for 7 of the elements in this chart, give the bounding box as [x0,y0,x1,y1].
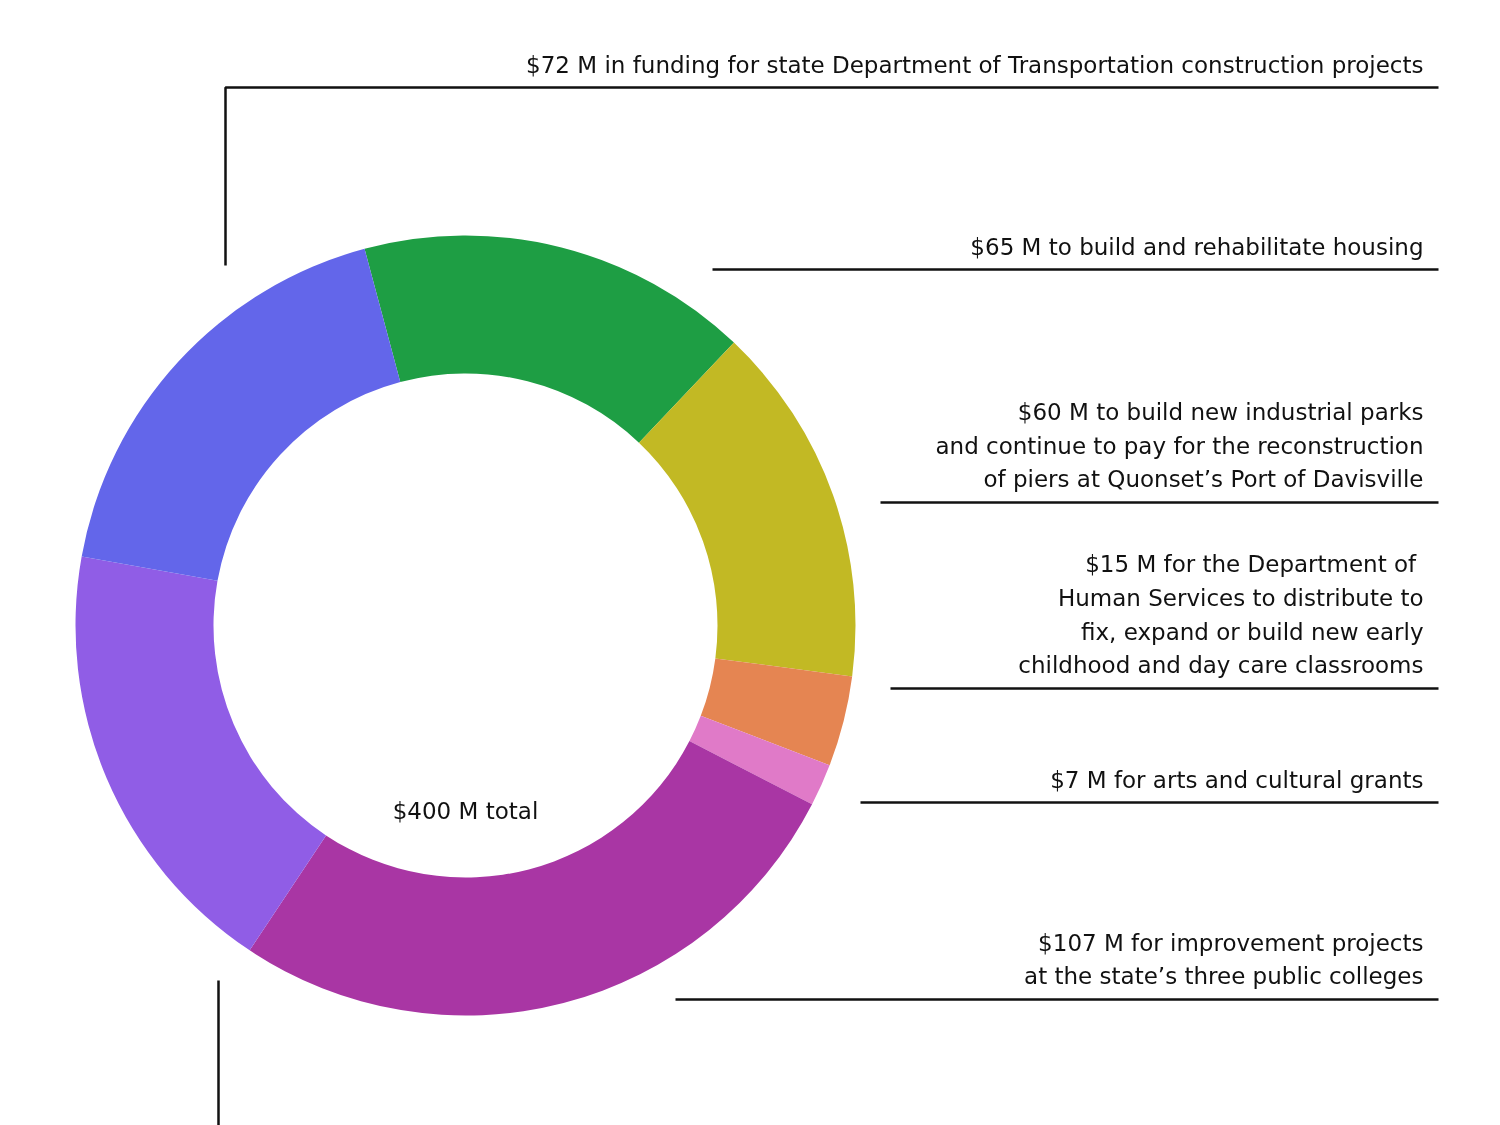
slice-label: $72 M in funding for state Department of Transportation construction projects [526,51,1424,78]
slice-label: $15 M for the Department of Human Services to distribute to fix, expand or build new early childhood and day care classrooms [1018,551,1424,679]
text: $400 M total [392,797,539,824]
slice-label: $60 M to build new industrial parks and continue to pay for the reconstruction of piers at Quonset’s Port of Davisville [935,398,1424,493]
slice-label: $107 M for improvement projects at the state’s three public colleges [1024,929,1424,990]
slice-label: $7 M for arts and cultural grants [1050,766,1424,793]
slice-label: $65 M to build and rehabilitate housing [970,233,1424,260]
